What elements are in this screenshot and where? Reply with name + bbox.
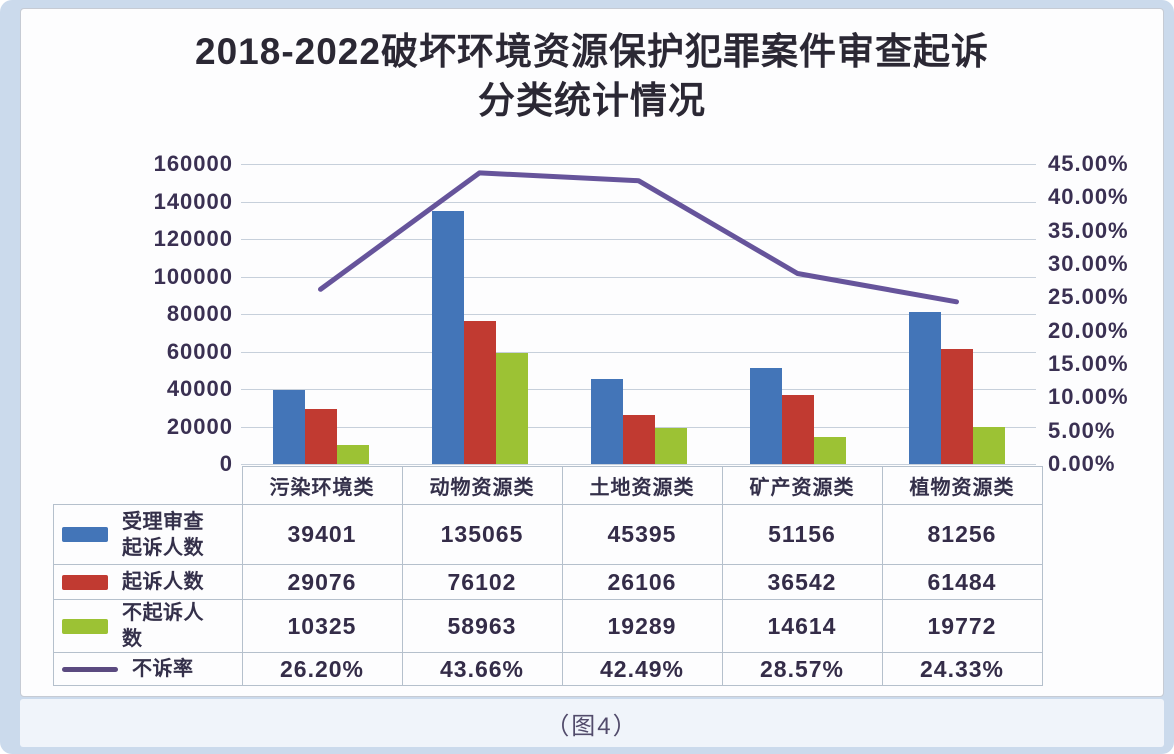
left-axis-tick-label: 100000	[153, 263, 233, 289]
legend-cell: 不起诉人数	[53, 599, 243, 653]
legend-cell: 受理审查起诉人数	[53, 504, 243, 565]
left-axis-tick-label: 80000	[166, 301, 233, 326]
legend-line-swatch	[62, 666, 118, 672]
bar-series-2-cat-0	[336, 444, 369, 464]
category-header-cell: 动物资源类	[401, 466, 563, 505]
caption-strip: （图4）	[20, 699, 1164, 747]
value-cell: 42.49%	[561, 652, 723, 686]
category-header-cell: 土地资源类	[561, 466, 723, 505]
value-cell: 61484	[881, 564, 1043, 600]
left-axis-tick-label: 0	[219, 451, 233, 476]
bar-series-0-cat-2	[590, 378, 623, 464]
value-cell: 81256	[881, 504, 1043, 565]
value-cell: 36542	[721, 564, 883, 600]
grid-line	[241, 276, 1036, 278]
grid-line	[241, 239, 1036, 240]
value-cell: 45395	[561, 504, 723, 565]
data-table: 污染环境类 动物资源类 土地资源类 矿产资源类 植物资源类受理审查起诉人数 39401 13…	[53, 466, 1043, 686]
legend-cell: 起诉人数	[53, 564, 243, 600]
bar-series-0-cat-1	[431, 210, 464, 464]
right-axis-tick-label: 35.00%	[1048, 217, 1129, 243]
left-axis-tick-label: 40000	[166, 376, 233, 401]
chart-title-line-1: 2018-2022破坏环境资源保护犯罪案件审查起诉	[195, 31, 989, 72]
bar-series-2-cat-2	[654, 427, 687, 464]
bar-series-1-cat-0	[304, 409, 337, 464]
right-axis-tick-label: 40.00%	[1048, 184, 1129, 210]
bar-series-0-cat-4	[908, 311, 941, 464]
category-header-cell: 污染环境类	[241, 466, 403, 505]
value-cell: 26106	[561, 564, 723, 600]
value-cell: 39401	[241, 504, 403, 565]
right-axis-tick-label: 25.00%	[1048, 284, 1129, 310]
right-axis-tick-label: 30.00%	[1048, 251, 1129, 276]
grid-line	[241, 351, 1036, 353]
left-axis-tick-label: 120000	[153, 226, 233, 251]
bar-series-1-cat-2	[622, 415, 655, 464]
value-cell: 135065	[401, 504, 563, 565]
value-cell: 43.66%	[401, 652, 563, 686]
table-corner-cell	[54, 467, 243, 505]
value-cell: 29076	[241, 564, 403, 600]
category-header-cell: 植物资源类	[881, 466, 1043, 505]
value-cell: 19289	[561, 599, 723, 653]
grid-line	[241, 314, 1036, 315]
grid-line	[241, 164, 1036, 165]
value-cell: 28.57%	[721, 652, 883, 686]
table-row-series-2: 不起诉人数 10325 58963 19289 14614 19772	[53, 599, 1043, 653]
left-axis-tick-label: 160000	[153, 151, 233, 176]
bar-series-2-cat-3	[813, 436, 846, 464]
bar-series-2-cat-4	[972, 426, 1005, 464]
table-row-series-3: 不诉率 26.20% 43.66% 42.49% 28.57% 24.33%	[53, 652, 1043, 686]
bar-series-2-cat-1	[495, 353, 528, 464]
bar-series-1-cat-1	[463, 321, 496, 464]
legend-color-swatch	[62, 527, 108, 542]
table-row-series-0: 受理审查起诉人数 39401 135065 45395 51156 81256	[53, 504, 1043, 565]
right-axis-tick-label: 15.00%	[1048, 351, 1129, 376]
chart-card: 2018-2022破坏环境资源保护犯罪案件审查起诉 分类统计情况 160000 1…	[20, 8, 1164, 697]
value-cell: 24.33%	[881, 652, 1043, 686]
left-axis-tick-label: 140000	[153, 188, 233, 214]
trend-line-layer	[318, 170, 959, 305]
right-axis-tick-label: 0.00%	[1048, 451, 1116, 476]
plot-area	[241, 164, 1036, 465]
value-cell: 51156	[721, 504, 883, 565]
trend-line	[318, 170, 959, 305]
right-axis-tick-label: 5.00%	[1048, 417, 1116, 443]
legend-label: 受理审查起诉人数	[122, 510, 204, 559]
category-header-cell: 矿产资源类	[721, 466, 883, 505]
value-cell: 26.20%	[241, 652, 403, 686]
chart-title-line-2: 分类统计情况	[478, 80, 706, 121]
table-row-series-1: 起诉人数 29076 76102 26106 36542 61484	[53, 564, 1043, 600]
legend-label: 不诉率	[132, 658, 194, 680]
grid-line	[241, 201, 1036, 203]
bar-series-1-cat-3	[781, 395, 814, 464]
left-axis-tick-label: 60000	[166, 338, 233, 364]
table-header-row: 污染环境类 动物资源类 土地资源类 矿产资源类 植物资源类	[54, 466, 1043, 505]
value-cell: 19772	[881, 599, 1043, 653]
legend-label: 起诉人数	[122, 571, 204, 593]
value-cell: 76102	[401, 564, 563, 600]
value-cell: 58963	[401, 599, 563, 653]
right-axis-tick-label: 45.00%	[1048, 151, 1129, 176]
bar-series-0-cat-3	[749, 368, 782, 464]
bar-series-1-cat-4	[940, 348, 973, 464]
grid-line	[241, 389, 1036, 390]
right-axis-tick-label: 20.00%	[1048, 317, 1129, 343]
right-axis-tick-label: 10.00%	[1048, 384, 1129, 410]
chart-title: 2018-2022破坏环境资源保护犯罪案件审查起诉 分类统计情况	[21, 27, 1163, 125]
legend-label: 不起诉人数	[122, 602, 204, 650]
value-cell: 10325	[241, 599, 403, 653]
bar-series-0-cat-0	[272, 390, 305, 464]
figure-caption: （图4）	[545, 712, 639, 740]
legend-color-swatch	[62, 574, 108, 590]
legend-color-swatch	[62, 618, 108, 634]
legend-cell: 不诉率	[53, 652, 243, 686]
grid-line	[241, 464, 1036, 465]
left-axis-tick-label: 20000	[166, 413, 233, 439]
value-cell: 14614	[721, 599, 883, 653]
